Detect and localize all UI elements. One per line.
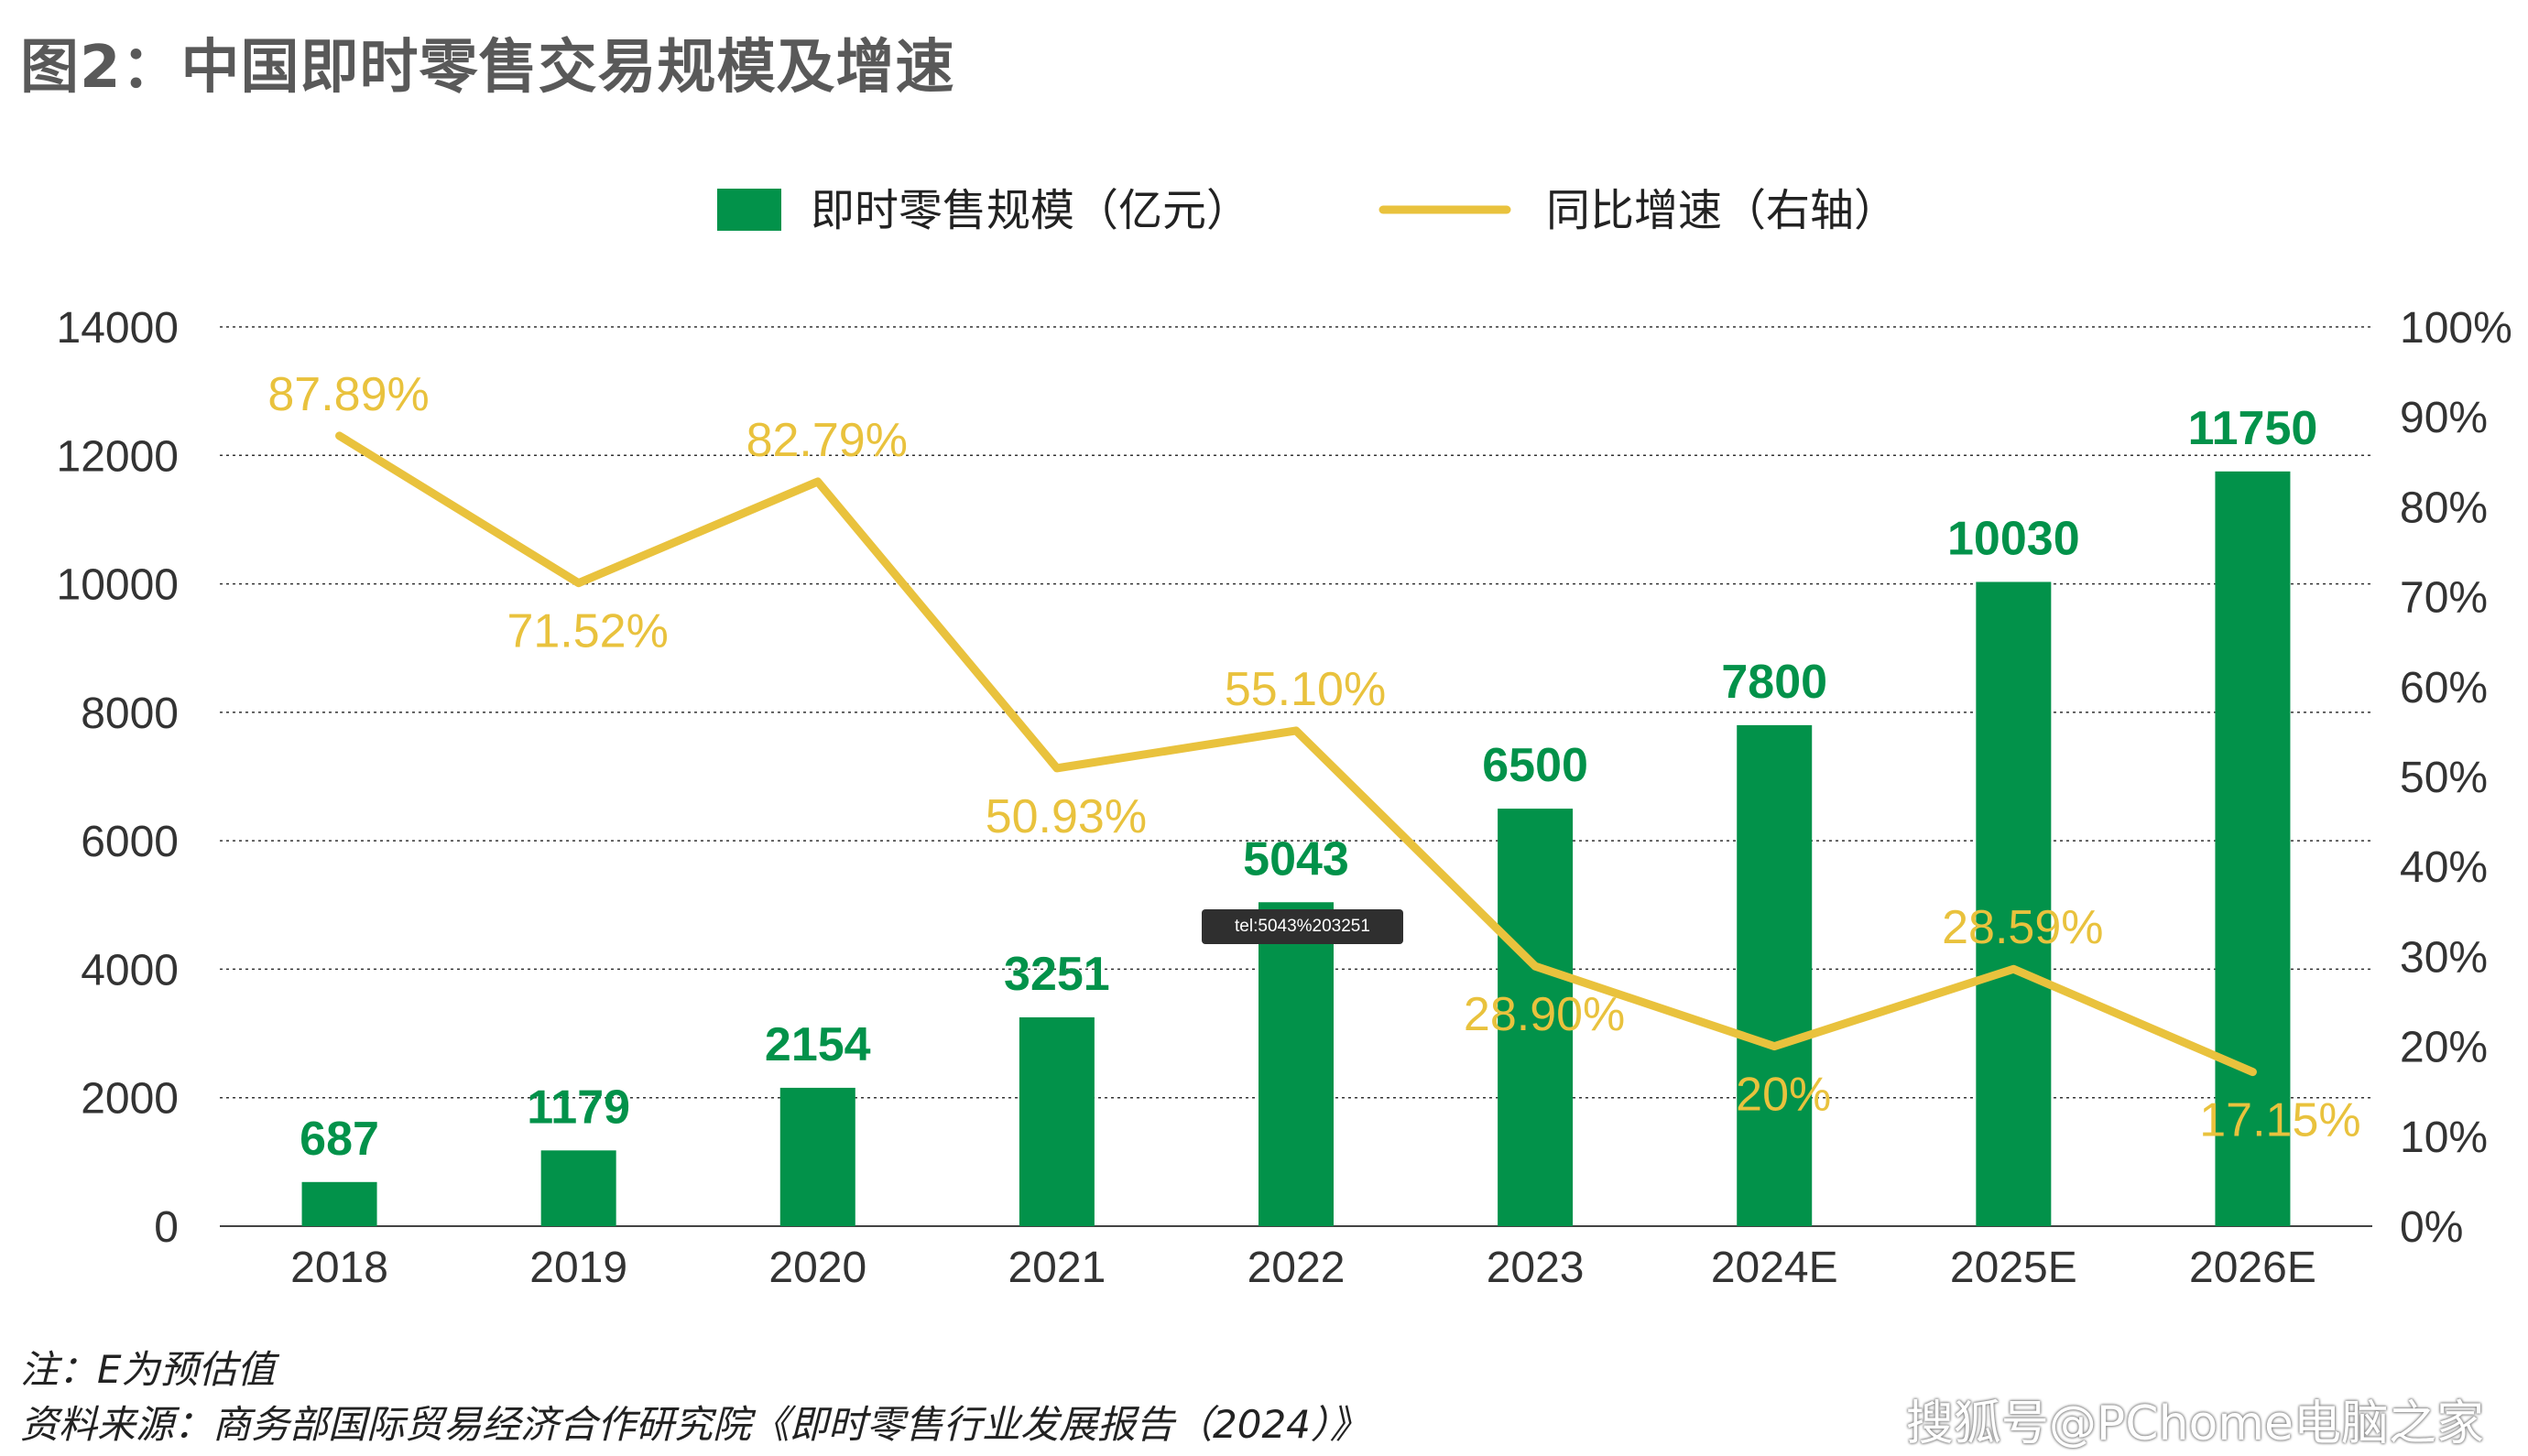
bar (2215, 471, 2291, 1226)
x-axis-tick-label: 2023 (1487, 1244, 1585, 1292)
tooltip: tel:5043%203251 (1202, 909, 1403, 944)
right-axis-tick-label: 40% (2400, 843, 2488, 892)
bar-value-label: 6500 (1482, 739, 1588, 792)
left-axis-tick-label: 14000 (57, 304, 179, 353)
line-value-label: 50.93% (986, 790, 1147, 843)
left-axis-tick-label: 8000 (81, 690, 179, 738)
x-axis-tick-label: 2021 (1008, 1244, 1106, 1292)
right-axis-tick-label: 10% (2400, 1114, 2488, 1162)
bar-value-label: 687 (300, 1113, 379, 1166)
left-axis-tick-label: 12000 (57, 432, 179, 481)
right-axis-tick-label: 100% (2400, 304, 2512, 353)
x-axis-tick-label: 2020 (768, 1244, 866, 1292)
bar (1976, 581, 2052, 1226)
right-axis-tick-label: 0% (2400, 1203, 2463, 1252)
right-axis-tick-label: 60% (2400, 664, 2488, 712)
legend-label-line: 同比增速（右轴） (1546, 185, 1898, 236)
line-value-label: 17.15% (2199, 1094, 2360, 1147)
bar-value-label: 11750 (2188, 402, 2318, 455)
bar-value-label: 7800 (1721, 656, 1827, 709)
left-axis-tick-label: 10000 (57, 561, 179, 610)
line-value-label: 55.10% (1225, 663, 1386, 716)
bar (540, 1150, 616, 1226)
right-axis-tick-label: 50% (2400, 754, 2488, 802)
right-axis-tick-label: 70% (2400, 574, 2488, 623)
left-axis-tick-label: 6000 (81, 818, 179, 866)
bar-value-label: 2154 (765, 1018, 871, 1071)
bar (1259, 902, 1334, 1226)
x-axis-tick-label: 2018 (290, 1244, 388, 1292)
x-axis-tick-label: 2019 (529, 1244, 627, 1292)
line-value-label: 20% (1736, 1069, 1831, 1122)
left-axis-tick-label: 4000 (81, 946, 179, 994)
bar (1019, 1016, 1095, 1226)
right-axis-tick-label: 80% (2400, 484, 2488, 532)
x-axis-tick-label: 2026E (2189, 1244, 2316, 1292)
growth-line (335, 431, 2257, 1077)
legend-label-bar: 即时零售规模（亿元） (811, 185, 1250, 236)
bar-value-label: 10030 (1947, 512, 2080, 565)
line-value-label: 87.89% (267, 368, 429, 421)
bar (1498, 809, 1574, 1226)
right-axis-tick-label: 30% (2400, 933, 2488, 982)
bar-value-label: 1179 (527, 1081, 630, 1134)
left-axis-tick-label: 2000 (81, 1075, 179, 1124)
left-axis-tick-label: 0 (154, 1203, 179, 1252)
bar (301, 1181, 377, 1226)
line-value-label: 28.59% (1942, 901, 2103, 954)
x-axis-tick-label: 2022 (1248, 1244, 1346, 1292)
chart-title: 图2：中国即时零售交易规模及增速 (20, 34, 955, 102)
x-axis-tick-label: 2024E (1711, 1244, 1838, 1292)
source-note: 资料来源：商务部国际贸易经济合作研究院《即时零售行业发展报告（2024）》 (20, 1402, 1368, 1447)
line-value-label: 71.52% (507, 605, 668, 658)
right-axis-tick-label: 20% (2400, 1024, 2488, 1072)
footnote: 注：E为预估值 (20, 1347, 276, 1392)
bar-value-label: 3251 (1004, 948, 1110, 1001)
bar (779, 1087, 855, 1226)
line-value-label: 28.90% (1464, 988, 1625, 1041)
line-value-label: 82.79% (746, 414, 908, 467)
x-axis-tick-label: 2025E (1950, 1244, 2077, 1292)
bar (1737, 724, 1813, 1226)
watermark: 搜狐号@PChome电脑之家 (1905, 1396, 2484, 1451)
legend-swatch-bar (717, 189, 781, 231)
bar-value-label: 5043 (1243, 832, 1349, 886)
right-axis-tick-label: 90% (2400, 394, 2488, 442)
